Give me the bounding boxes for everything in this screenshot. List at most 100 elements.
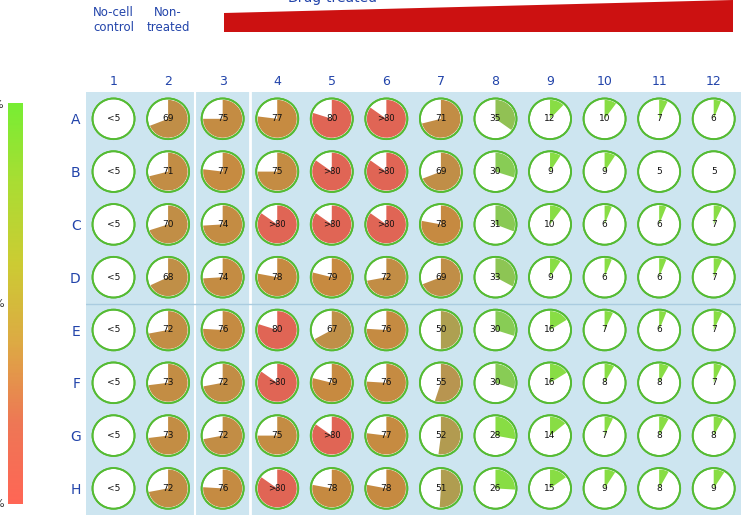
Circle shape	[420, 468, 462, 509]
Wedge shape	[659, 258, 666, 277]
Circle shape	[310, 257, 352, 297]
Text: 7: 7	[711, 220, 716, 229]
Circle shape	[693, 415, 735, 456]
Circle shape	[310, 468, 352, 509]
Wedge shape	[312, 100, 351, 138]
Circle shape	[420, 204, 462, 244]
Text: 30: 30	[490, 167, 501, 176]
Text: Drug-treated: Drug-treated	[287, 0, 377, 5]
Text: >80: >80	[268, 220, 286, 229]
Circle shape	[92, 257, 134, 297]
Text: 69: 69	[435, 167, 447, 176]
Circle shape	[310, 362, 352, 403]
Circle shape	[420, 151, 462, 192]
Wedge shape	[439, 417, 460, 455]
Wedge shape	[258, 100, 297, 138]
Wedge shape	[604, 417, 613, 436]
Wedge shape	[550, 364, 566, 383]
Text: 9: 9	[548, 272, 553, 282]
Circle shape	[310, 204, 352, 244]
Text: 6: 6	[711, 114, 716, 124]
Circle shape	[256, 362, 298, 403]
Circle shape	[256, 204, 298, 244]
Text: 28: 28	[490, 431, 501, 440]
Wedge shape	[550, 311, 566, 330]
Circle shape	[92, 98, 134, 139]
Circle shape	[420, 362, 462, 403]
Wedge shape	[258, 417, 297, 455]
Circle shape	[638, 204, 680, 244]
Wedge shape	[496, 417, 515, 439]
Wedge shape	[659, 469, 668, 488]
Circle shape	[147, 362, 189, 403]
Text: 6: 6	[656, 220, 662, 229]
Text: <5: <5	[106, 431, 120, 440]
Circle shape	[202, 415, 244, 456]
Text: 30: 30	[490, 378, 501, 388]
Text: 75: 75	[217, 114, 229, 124]
Text: 74: 74	[217, 272, 228, 282]
Text: 8: 8	[656, 484, 662, 493]
Text: 51: 51	[435, 484, 447, 493]
Text: 80: 80	[326, 114, 338, 124]
Wedge shape	[367, 469, 406, 507]
Wedge shape	[258, 153, 297, 191]
Circle shape	[693, 151, 735, 192]
Circle shape	[584, 204, 626, 244]
Circle shape	[584, 415, 626, 456]
Wedge shape	[604, 205, 612, 224]
Circle shape	[584, 468, 626, 509]
Wedge shape	[714, 469, 724, 488]
Text: 35: 35	[490, 114, 501, 124]
Wedge shape	[149, 469, 188, 507]
Circle shape	[310, 415, 352, 456]
Circle shape	[202, 151, 244, 192]
Text: 77: 77	[272, 114, 283, 124]
Circle shape	[529, 257, 571, 297]
Circle shape	[529, 309, 571, 351]
Circle shape	[147, 204, 189, 244]
Circle shape	[475, 309, 517, 351]
Text: 80: 80	[272, 325, 283, 335]
Circle shape	[475, 468, 517, 509]
Wedge shape	[550, 205, 562, 224]
Circle shape	[693, 257, 735, 297]
Text: 76: 76	[217, 484, 229, 493]
Text: >80: >80	[377, 220, 395, 229]
Circle shape	[475, 362, 517, 403]
Text: 26: 26	[490, 484, 501, 493]
Text: <5: <5	[106, 167, 120, 176]
Text: Non-
treated: Non- treated	[146, 6, 190, 34]
Text: 6: 6	[656, 325, 662, 335]
Wedge shape	[203, 258, 242, 296]
Text: 10: 10	[598, 114, 610, 124]
Circle shape	[365, 151, 407, 192]
Circle shape	[693, 468, 735, 509]
Circle shape	[638, 468, 680, 509]
Text: 6: 6	[602, 220, 608, 229]
Circle shape	[475, 415, 517, 456]
Text: 69: 69	[435, 272, 447, 282]
Circle shape	[310, 98, 352, 139]
Wedge shape	[659, 205, 666, 224]
Text: 55: 55	[435, 378, 447, 388]
Text: 78: 78	[272, 272, 283, 282]
Wedge shape	[550, 469, 566, 488]
Text: >80: >80	[377, 114, 395, 124]
Wedge shape	[258, 364, 297, 402]
Wedge shape	[203, 153, 242, 191]
Circle shape	[365, 362, 407, 403]
Wedge shape	[203, 469, 242, 507]
Text: <5: <5	[106, 325, 120, 335]
Wedge shape	[149, 153, 188, 191]
Text: No-cell
control: No-cell control	[93, 6, 134, 34]
Wedge shape	[659, 364, 668, 383]
Text: 7: 7	[602, 325, 608, 335]
Text: 33: 33	[490, 272, 501, 282]
Text: 79: 79	[326, 378, 338, 388]
Text: 8: 8	[656, 431, 662, 440]
Text: 74: 74	[217, 220, 228, 229]
Wedge shape	[423, 153, 460, 191]
Circle shape	[256, 98, 298, 139]
Text: >80: >80	[323, 431, 340, 440]
